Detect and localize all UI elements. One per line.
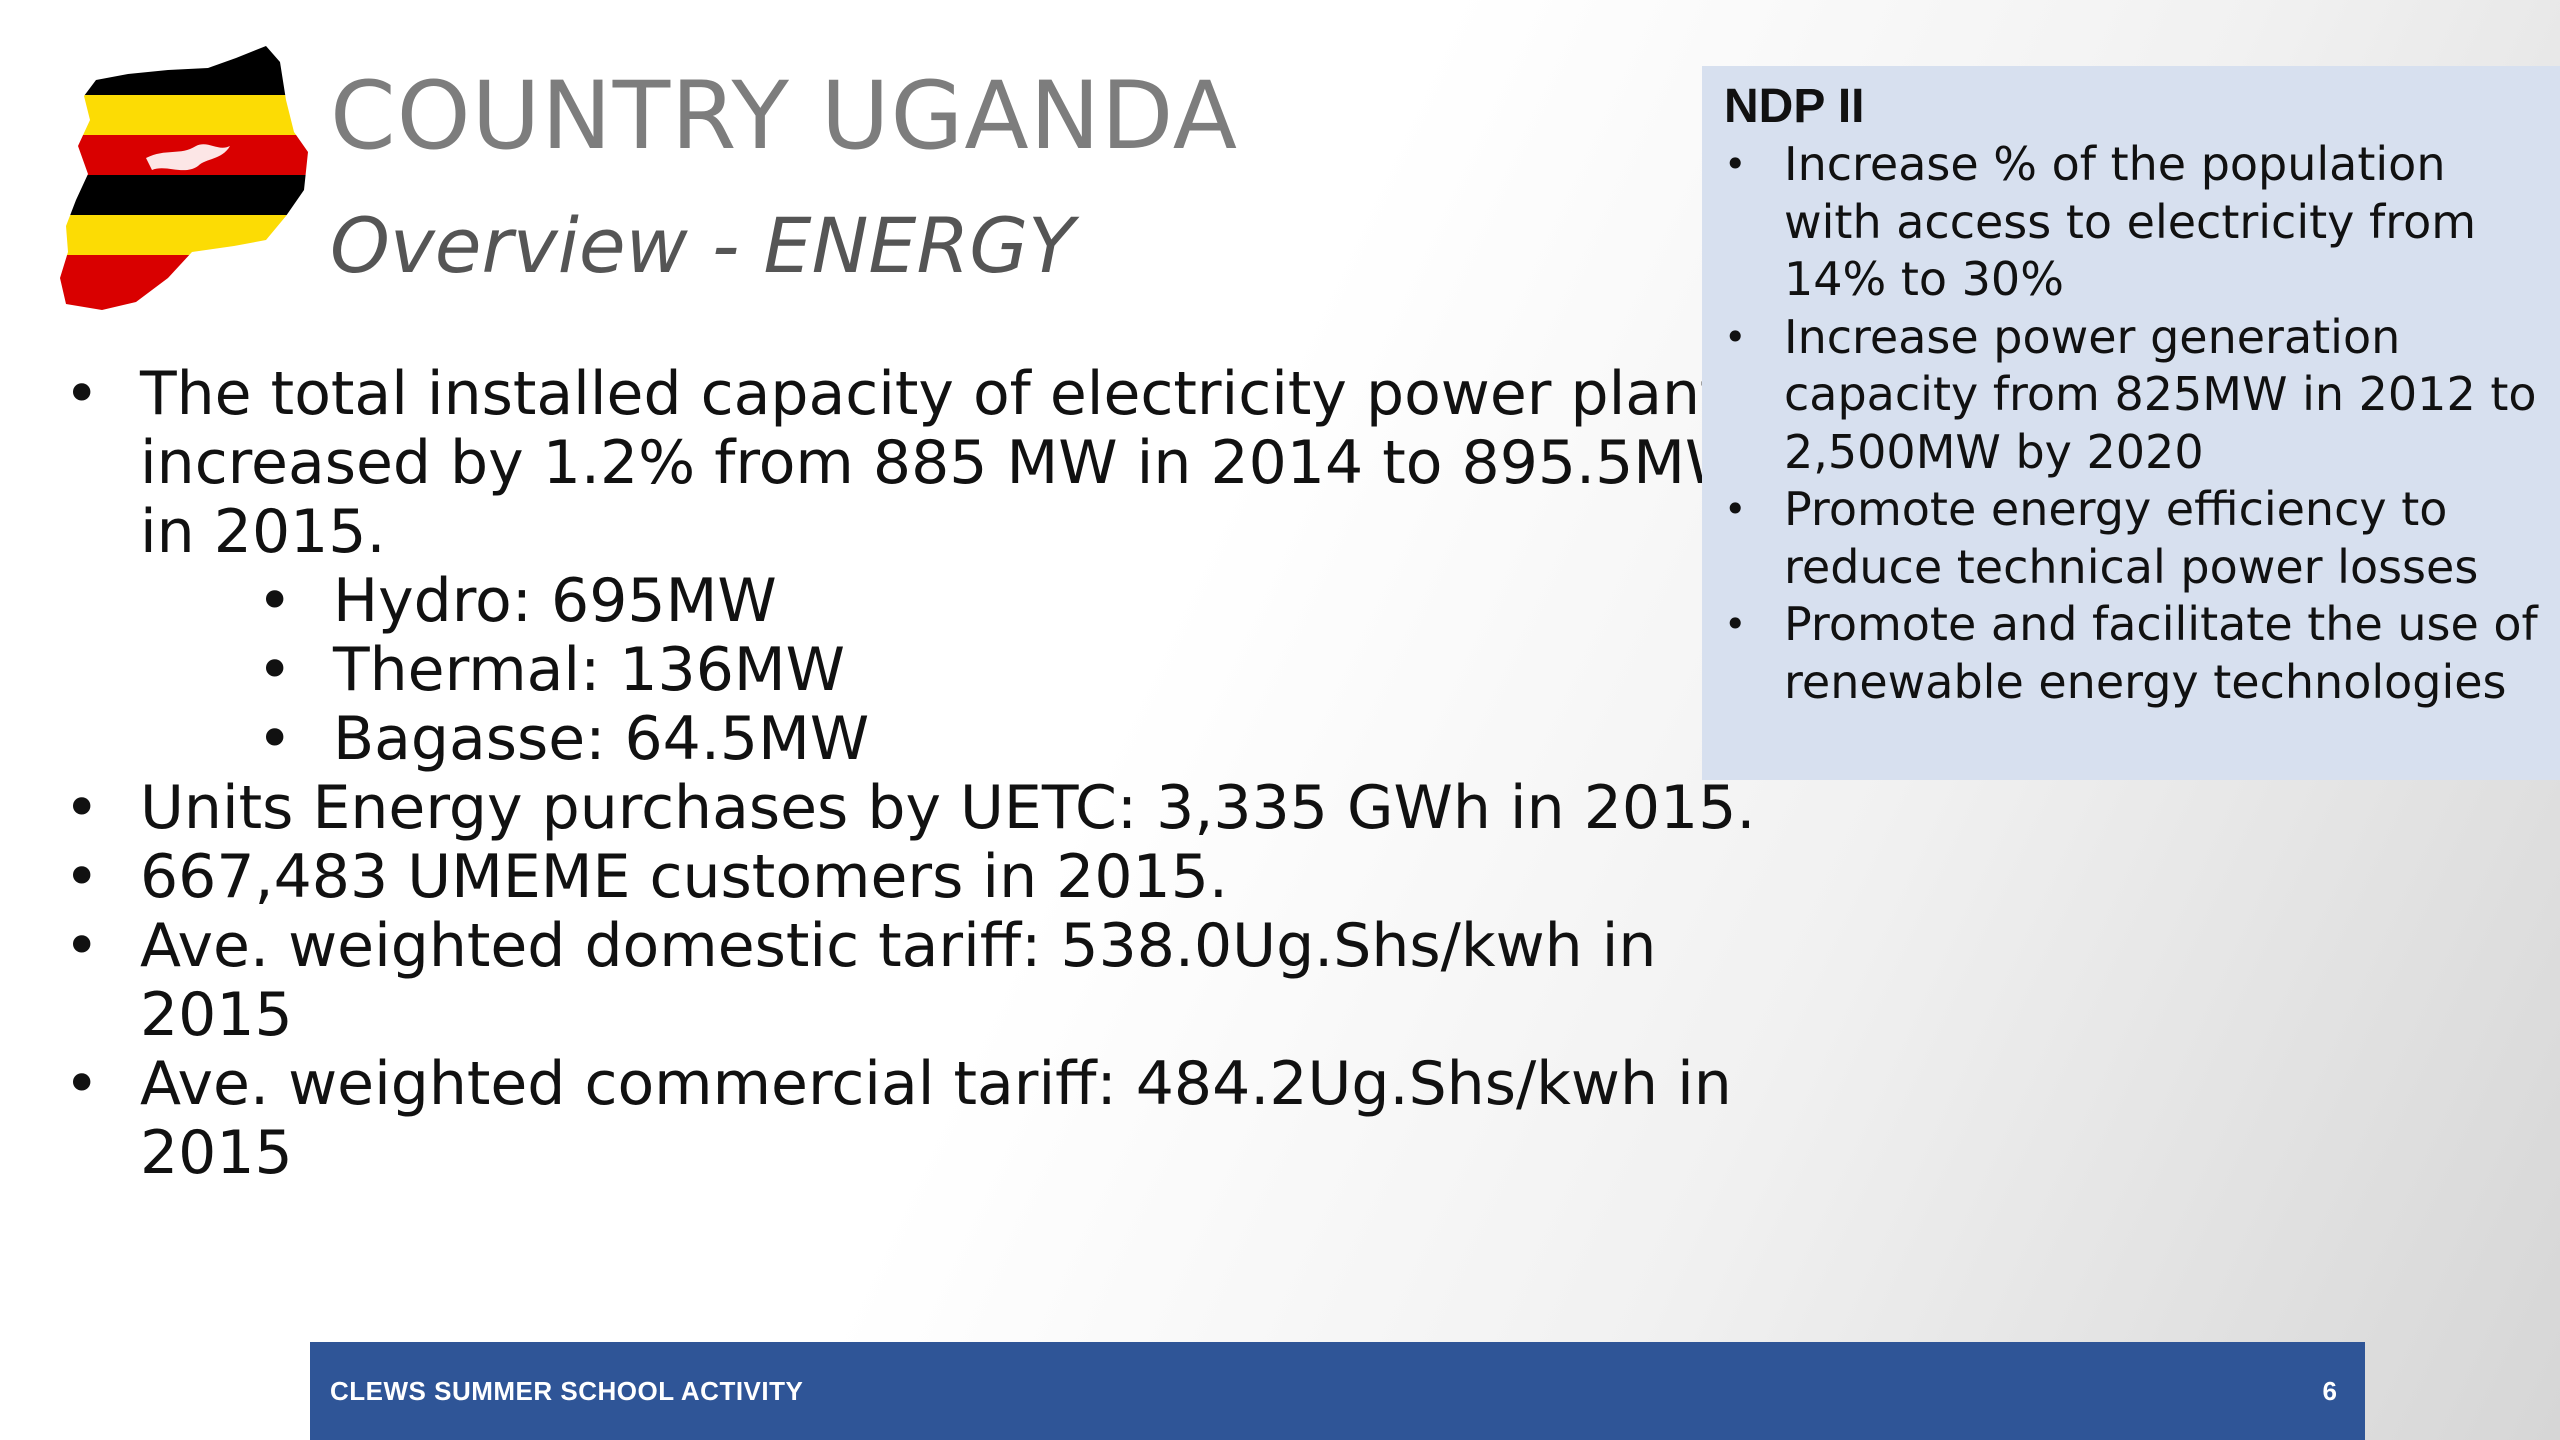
capacity-breakdown-list: Hydro: 695MW Thermal: 136MW Bagasse: 64.… [140, 567, 1760, 775]
ndp-callout-box: NDP II Increase % of the population with… [1702, 66, 2560, 780]
bullet-installed-capacity: The total installed capacity of electric… [60, 359, 1760, 775]
sub-bullet-hydro: Hydro: 695MW [140, 567, 1760, 637]
ndp-item-generation-capacity: Increase power generation capacity from … [1724, 309, 2550, 482]
bullet-text: The total installed capacity of electric… [140, 359, 1755, 567]
ndp-item-electricity-access: Increase % of the population with access… [1724, 136, 2550, 309]
uganda-flag-map-icon [60, 46, 308, 310]
slide-subtitle: Overview - ENERGY [330, 201, 1075, 290]
ndp-item-energy-efficiency: Promote energy efficiency to reduce tech… [1724, 481, 2550, 596]
ndp-title: NDP II [1724, 80, 1865, 133]
sub-bullet-thermal: Thermal: 136MW [140, 636, 1760, 706]
footer-text: CLEWS SUMMER SCHOOL ACTIVITY [330, 1376, 804, 1406]
ndp-list: Increase % of the population with access… [1724, 136, 2550, 711]
bullet-domestic-tariff: Ave. weighted domestic tariff: 538.0Ug.S… [60, 912, 1760, 1050]
main-bullet-list: The total installed capacity of electric… [60, 360, 1760, 1188]
sub-bullet-bagasse: Bagasse: 64.5MW [140, 705, 1760, 775]
footer-bar: CLEWS SUMMER SCHOOL ACTIVITY 6 [310, 1342, 2365, 1440]
ndp-item-renewable-energy: Promote and facilitate the use of renewa… [1724, 596, 2550, 711]
slide-title: COUNTRY UGANDA [330, 62, 1239, 171]
bullet-commercial-tariff: Ave. weighted commercial tariff: 484.2Ug… [60, 1050, 1760, 1188]
bullet-umeme-customers: 667,483 UMEME customers in 2015. [60, 843, 1760, 913]
bullet-energy-purchases: Units Energy purchases by UETC: 3,335 GW… [60, 774, 1760, 844]
page-number: 6 [2322, 1376, 2337, 1406]
